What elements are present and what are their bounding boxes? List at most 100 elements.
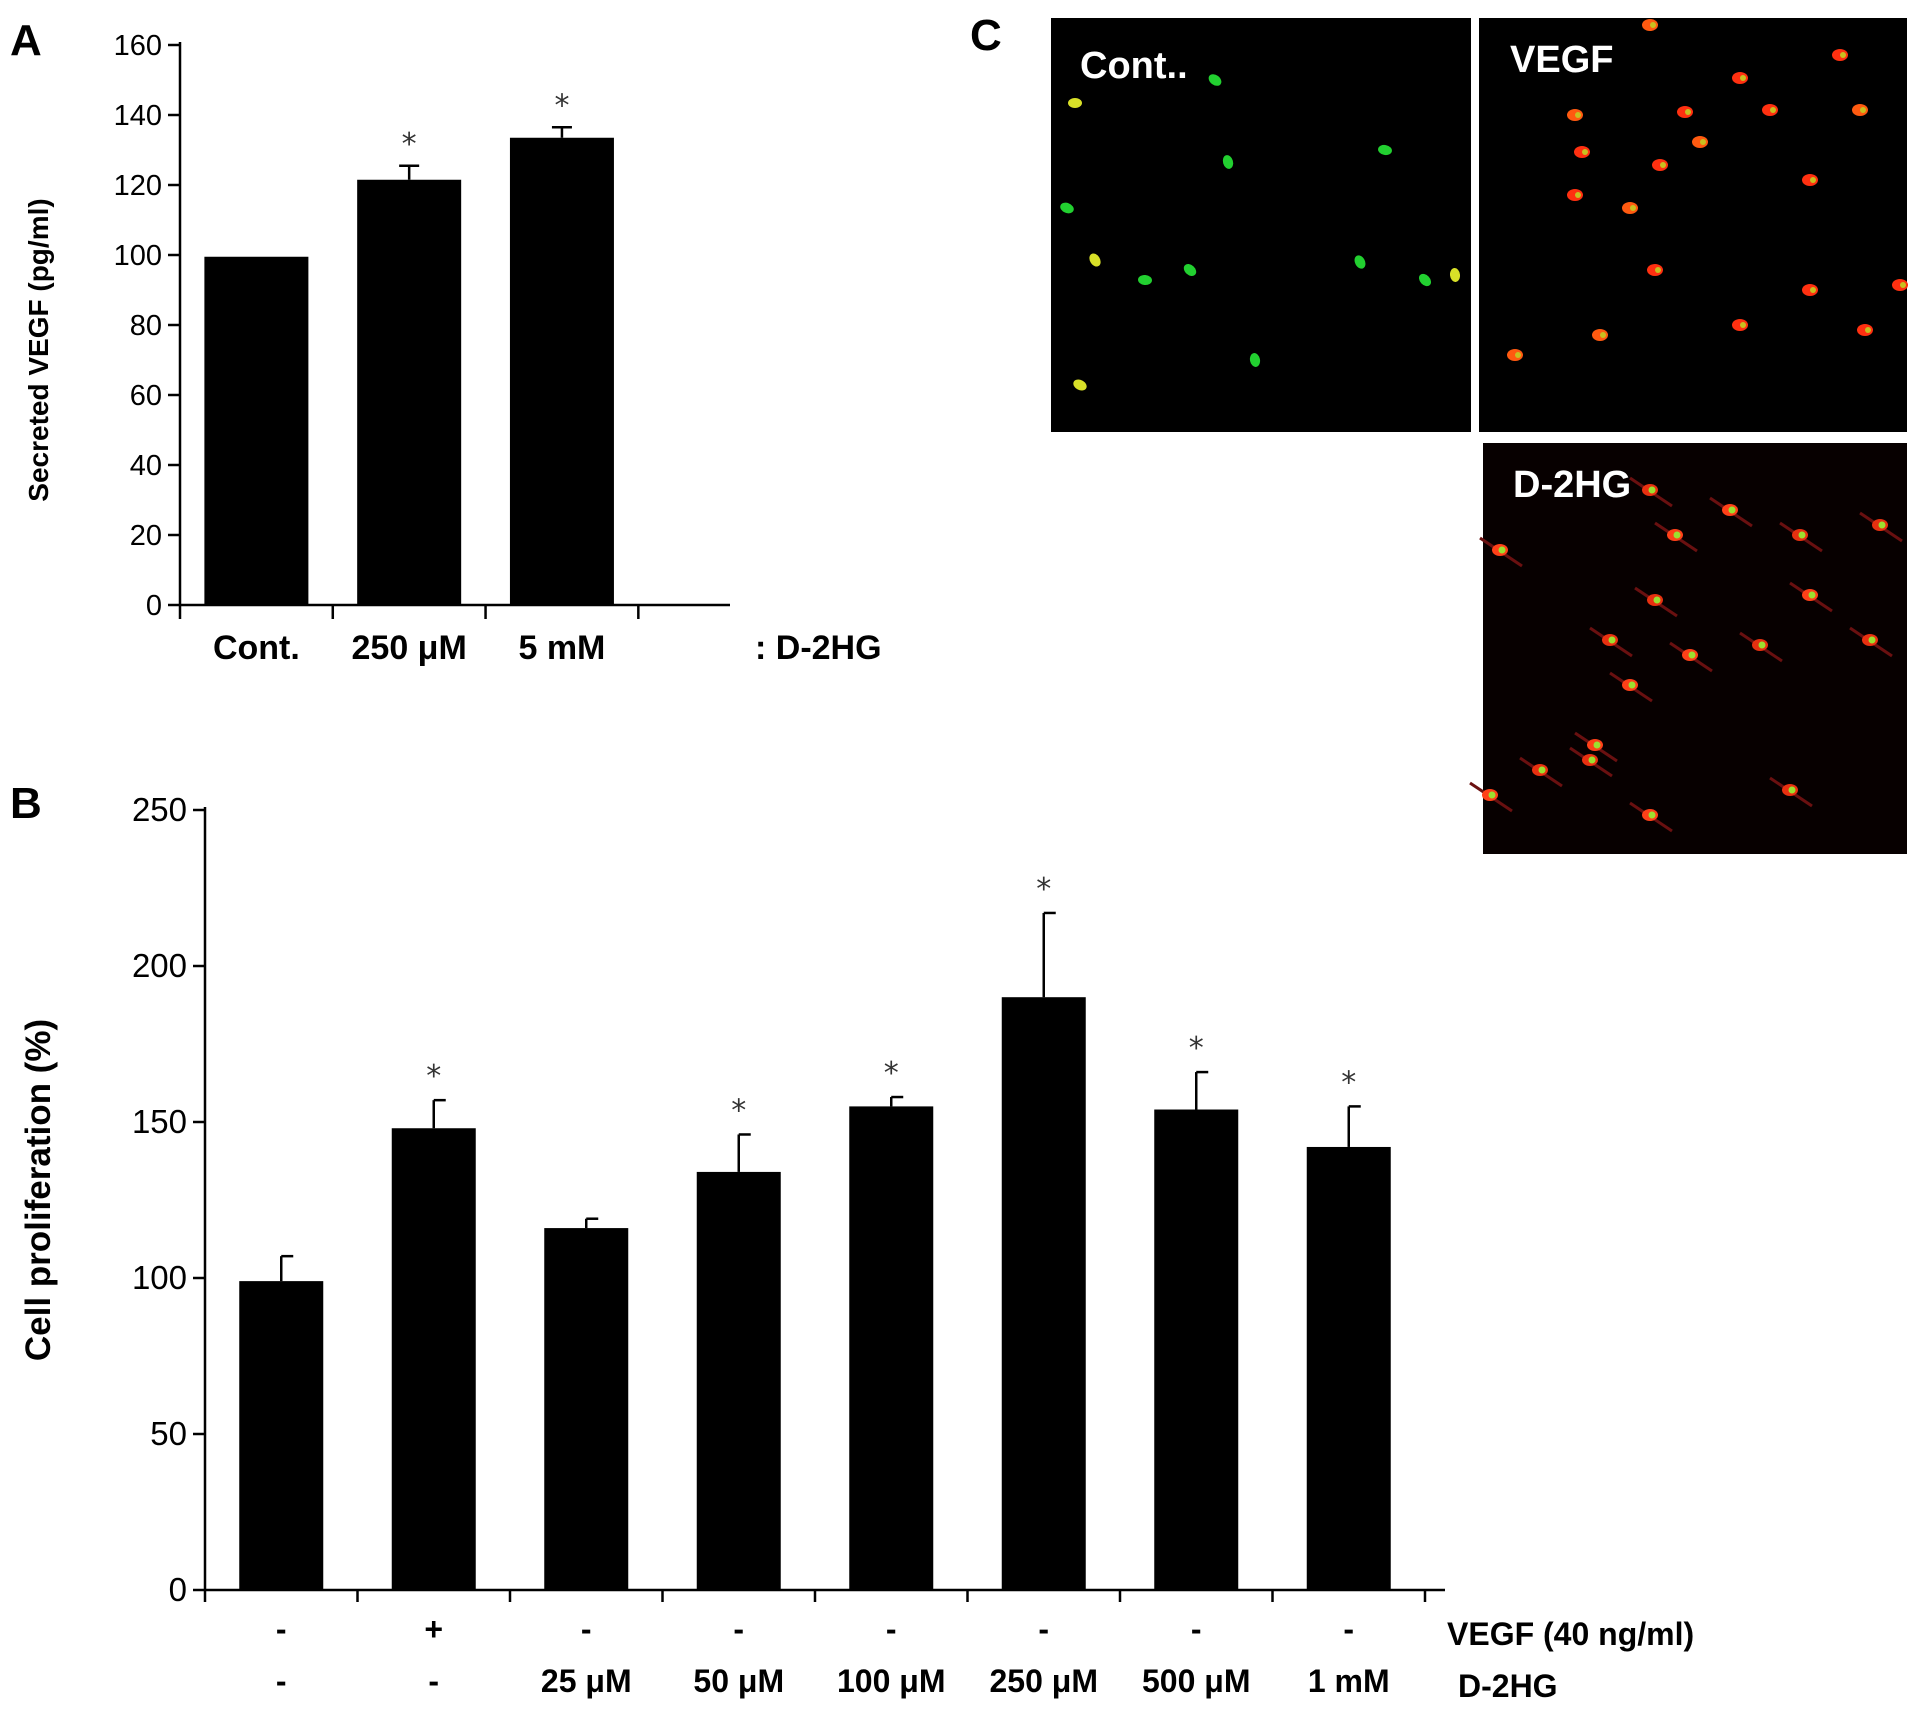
- cell-marker: [1575, 192, 1581, 198]
- chart-a-y-tick-label: 20: [130, 520, 162, 552]
- micrograph-panel: Cont.. VEGF D-2HG: [1051, 18, 1908, 854]
- chart-a-category-label: Cont.: [213, 629, 300, 667]
- chart-b-y-tick-label: 250: [132, 791, 187, 828]
- cell-marker: [1208, 74, 1222, 86]
- cell-marker: [1808, 591, 1816, 599]
- chart-b-condition-label: +: [424, 1611, 443, 1647]
- chart-a-y-axis-label: Secreted VEGF (pg/ml): [23, 198, 54, 501]
- cell-marker: [1648, 486, 1656, 494]
- chart-a-y-tick-label: 60: [130, 380, 162, 412]
- chart-b-significance-marker: *: [1341, 1065, 1356, 1100]
- cell-marker: [1538, 766, 1546, 774]
- cell-marker: [1740, 75, 1746, 81]
- chart-a-y-tick-label: 80: [130, 310, 162, 342]
- chart-b-significance-marker: *: [1036, 872, 1051, 907]
- cell-marker: [1582, 149, 1588, 155]
- cell-marker: [1378, 144, 1392, 156]
- chart-b-condition-label: 1 mM: [1308, 1663, 1390, 1699]
- chart-a-y-tick-label: 100: [114, 240, 162, 272]
- cell-marker: [1673, 531, 1681, 539]
- micrograph-label-d2hg: D-2HG: [1513, 464, 1631, 506]
- cell-marker: [1515, 352, 1521, 358]
- cell-marker: [1249, 353, 1261, 367]
- chart-a-significance-marker: *: [554, 88, 569, 123]
- chart-b-significance-marker: *: [426, 1059, 441, 1094]
- chart-a-y-tick-label: 120: [114, 170, 162, 202]
- chart-b-condition-label: -: [1191, 1611, 1202, 1647]
- chart-b: 0 50 100 150 200 250 - - * + - - 25 μM * - 50 μM * - 100 …: [19, 791, 1694, 1704]
- cell-marker: [1630, 205, 1636, 211]
- cell-marker: [1685, 109, 1691, 115]
- cell-marker: [1628, 681, 1636, 689]
- cell-marker: [1865, 327, 1871, 333]
- chart-b-condition-label: -: [1038, 1611, 1049, 1647]
- chart-a-y-tick-label: 0: [146, 590, 162, 622]
- cell-marker: [1770, 107, 1776, 113]
- chart-b-bar: [239, 1281, 324, 1590]
- cell-marker: [1488, 791, 1496, 799]
- panel-letter-c: C: [970, 11, 1002, 60]
- chart-b-bar: [849, 1106, 934, 1590]
- chart-b-condition-label: 100 μM: [837, 1663, 946, 1699]
- cell-marker: [1588, 756, 1596, 764]
- cell-marker: [1758, 641, 1766, 649]
- cell-marker: [1728, 506, 1736, 514]
- micrograph-d2hg: [1483, 443, 1907, 854]
- chart-b-y-tick-label: 150: [132, 1103, 187, 1140]
- chart-b-bar: [696, 1171, 781, 1590]
- cell-marker: [1608, 636, 1616, 644]
- chart-b-row-label-d2hg: D-2HG: [1458, 1668, 1558, 1704]
- chart-b-condition-label: -: [1343, 1611, 1354, 1647]
- chart-b-condition-label: -: [276, 1611, 287, 1647]
- cell-marker: [1810, 287, 1816, 293]
- cell-marker: [1593, 741, 1601, 749]
- chart-b-condition-label: -: [733, 1611, 744, 1647]
- chart-a-bar: [204, 256, 309, 605]
- cell-marker: [1868, 636, 1876, 644]
- cell-marker: [1449, 268, 1461, 282]
- cell-marker: [1740, 322, 1746, 328]
- cell-marker: [1788, 786, 1796, 794]
- chart-b-bar: [391, 1128, 476, 1590]
- chart-a-bar: [509, 137, 614, 605]
- chart-b-condition-label: 50 μM: [693, 1663, 784, 1699]
- cell-marker: [1575, 112, 1581, 118]
- chart-a-category-suffix: : D-2HG: [755, 629, 882, 667]
- micrograph-label-control: Cont..: [1080, 45, 1188, 87]
- chart-b-condition-label: 25 μM: [541, 1663, 632, 1699]
- chart-b-y-tick-label: 200: [132, 947, 187, 984]
- cell-marker: [1183, 264, 1197, 276]
- cell-marker: [1700, 139, 1706, 145]
- cell-marker: [1089, 253, 1101, 267]
- panel-letter-b: B: [10, 779, 42, 828]
- panel-letter-a: A: [10, 16, 42, 65]
- cell-marker: [1878, 521, 1886, 529]
- chart-b-bar: [1001, 997, 1086, 1590]
- cell-marker: [1810, 177, 1816, 183]
- chart-b-y-tick-label: 0: [169, 1571, 187, 1608]
- chart-a-bar: [357, 179, 462, 605]
- chart-b-significance-marker: *: [731, 1093, 746, 1128]
- cell-marker: [1653, 596, 1661, 604]
- cell-marker: [1222, 155, 1234, 169]
- chart-b-condition-label: -: [886, 1611, 897, 1647]
- chart-b-bar: [1154, 1109, 1239, 1590]
- micrograph-label-vegf: VEGF: [1510, 39, 1613, 81]
- chart-b-condition-label: -: [581, 1611, 592, 1647]
- cell-marker: [1688, 651, 1696, 659]
- chart-a-category-label: 5 mM: [518, 629, 605, 667]
- chart-a-y-tick-label: 160: [114, 30, 162, 62]
- chart-b-condition-label: -: [276, 1663, 287, 1699]
- chart-b-bar: [544, 1228, 629, 1590]
- chart-a-significance-marker: *: [402, 127, 417, 162]
- chart-b-row-label-vegf: VEGF (40 ng/ml): [1447, 1616, 1694, 1652]
- cell-marker: [1073, 379, 1087, 391]
- cell-marker: [1418, 273, 1432, 287]
- chart-b-condition-label: -: [428, 1663, 439, 1699]
- chart-a-y-tick-label: 140: [114, 100, 162, 132]
- cell-marker: [1060, 202, 1074, 214]
- cell-marker: [1655, 267, 1661, 273]
- chart-b-y-tick-label: 50: [150, 1415, 187, 1452]
